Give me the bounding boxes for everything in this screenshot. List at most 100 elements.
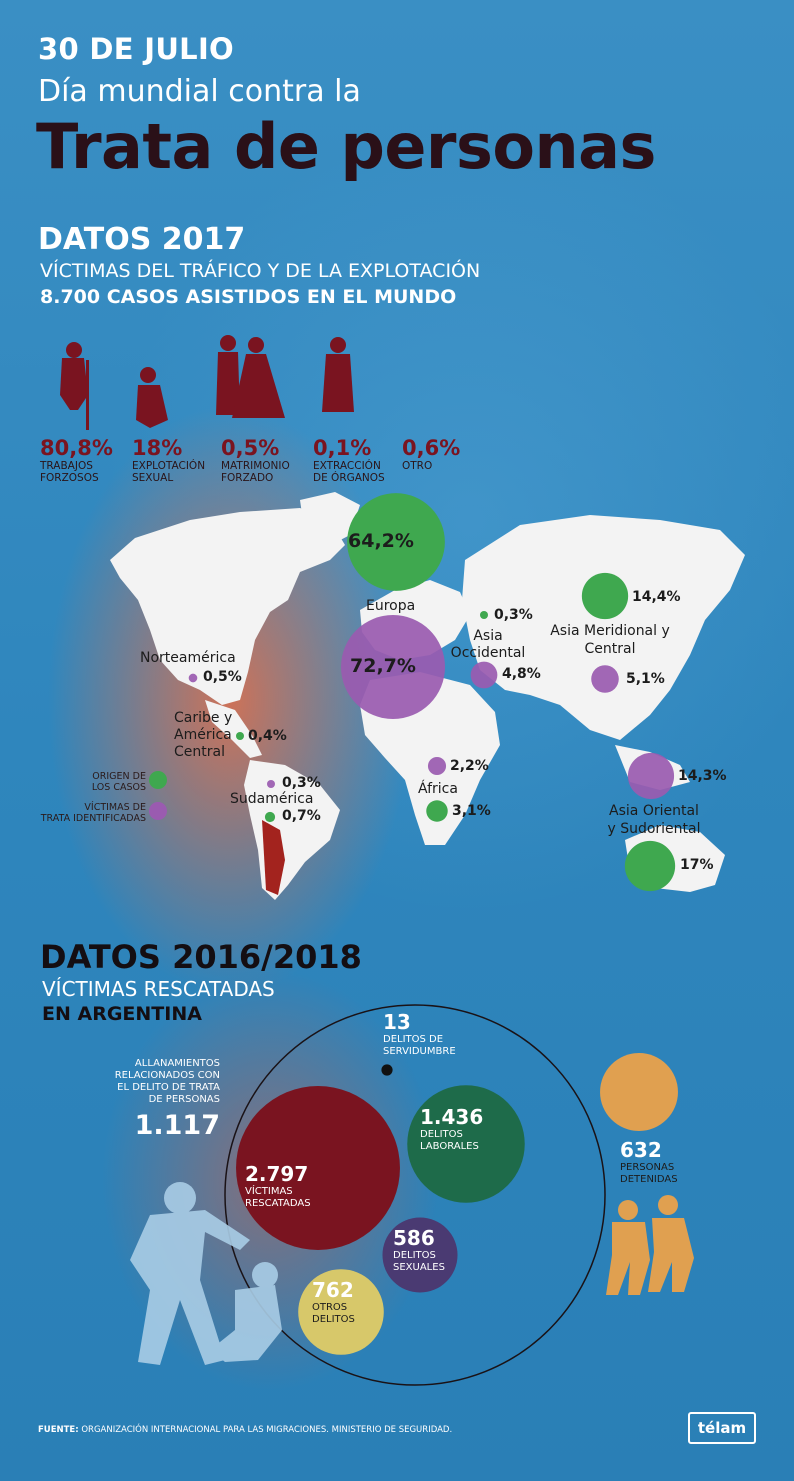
region-label-norteamerica: Norteamérica [140,650,236,666]
circle-label-sexuales: 586 DELITOS SEXUALES [393,1226,445,1274]
circle-label: SEXUALES [393,1262,445,1273]
raids-label: ALLANAMIENTOS [134,1058,220,1069]
circle-label-servidumbre: 13 DELITOS DE SERVIDUMBRE [383,1010,456,1058]
section-2016-2018-subtitle: VÍCTIMAS RESCATADAS [42,977,275,1001]
circle-label-detenidas: 632 PERSONAS DETENIDAS [620,1138,678,1186]
circle-label: LABORALES [420,1141,479,1152]
region-label-sudamerica: Sudamérica [230,791,314,807]
legend-victims-dot [149,802,167,820]
value-label: 64,2% [348,530,414,552]
exploitation-value: 0,6% [402,436,461,460]
exploitation-label: TRABAJOS [40,460,93,472]
value-label: 17% [680,857,714,873]
exploitation-item: 18% EXPLOTACIÓN SEXUAL [132,436,205,484]
circle-value: 762 [312,1278,354,1302]
value-label: 14,4% [632,589,681,605]
circle-label: DELITOS [312,1314,355,1325]
region-label-asia-meridional: Asia Meridional y Central [550,623,670,657]
legend-victims-line2: TRATA IDENTIFICADAS [40,813,146,824]
value-label: 0,4% [248,728,287,744]
value-label: 0,7% [282,808,321,824]
detained-persons-icon [606,1195,694,1295]
region-label-africa: África [418,781,458,797]
exploitation-item: 0,1% EXTRACCIÓN DE ÓRGANOS [313,436,385,484]
circle-label: DETENIDAS [620,1174,678,1185]
circle-label: DELITOS [420,1129,463,1140]
value-label: 4,8% [502,666,541,682]
origin-bubble-asia-oriental-y-sudoriental [624,840,676,892]
victims-bubble-europa [340,614,446,720]
origin-bubble--frica [426,800,448,822]
origin-bubble-asia-meridional-y-central [581,572,629,620]
exploitation-value: 18% [132,436,183,460]
circle-label: DELITOS DE [383,1034,444,1045]
victims-bubble-norteam-rica [188,673,198,683]
circle-label: SERVIDUMBRE [383,1046,456,1057]
region-label-asia-occidental: Asia Occidental [450,628,526,661]
value-label: 0,3% [282,775,321,791]
exploitation-label: FORZADO [221,472,274,484]
circle-label: RESCATADAS [245,1198,311,1209]
legend-victims-line1: VÍCTIMAS DE [84,802,146,813]
raids-label: RELACIONADOS CON [114,1070,220,1081]
organ-extraction-icon [322,337,354,412]
origin-bubble-europa [347,493,445,591]
victims-bubble--frica [427,756,447,776]
exploitation-label: EXTRACCIÓN [313,460,381,472]
origin-bubble-asia-occidental [480,611,488,619]
section-2017-cases: 8.700 CASOS ASISTIDOS EN EL MUNDO [40,286,457,308]
argentina-circle-victimas [236,1086,400,1250]
value-label: 3,1% [452,803,491,819]
source-text: ORGANIZACIÓN INTERNACIONAL PARA LAS MIGR… [81,1425,453,1435]
value-label: 72,7% [350,655,416,677]
value-label: 5,1% [626,671,665,687]
circle-value: 632 [620,1138,662,1162]
rescue-silhouette-icon [130,1182,282,1365]
circle-label-otros: 762 OTROS DELITOS [312,1278,355,1326]
exploitation-item: 0,5% MATRIMONIO FORZADO [221,436,290,484]
legend-origin: ORIGEN DE LOS CASOS [60,771,146,793]
circle-label-victimas: 2.797 VÍCTIMAS RESCATADAS [245,1162,311,1210]
victims-bubble-asia-oriental-y-sudoriental [627,752,675,800]
source-prefix: FUENTE: [38,1425,79,1435]
map-bubbles [188,493,676,892]
section-2016-2018-title: DATOS 2016/2018 [40,938,362,976]
argentina-circle-detenidas [600,1053,678,1131]
raids-label: EL DELITO DE TRATA [117,1082,220,1093]
exploitation-value: 0,1% [313,436,372,460]
victims-bubble-asia-meridional-y-central [591,665,619,693]
exploitation-label: FORZOSOS [40,472,99,484]
exploitation-label: EXPLOTACIÓN [132,460,206,472]
legend-origin-line2: LOS CASOS [91,782,146,793]
header-date: 30 DE JULIO [38,32,234,66]
legend-origin-dot [149,771,167,789]
argentina-circle-sexuales [382,1217,458,1293]
map-greenland [300,492,360,548]
value-label: 0,3% [494,607,533,623]
exploitation-label: MATRIMONIO [221,460,290,472]
argentina-circles [236,1053,678,1355]
section-2016-2018-subtitle2: EN ARGENTINA [42,1003,202,1025]
argentina-circle-laborales [407,1085,525,1203]
exploitation-label: DE ÓRGANOS [313,472,385,484]
source-footer: FUENTE: ORGANIZACIÓN INTERNACIONAL PARA … [38,1425,452,1435]
forced-marriage-icon [216,335,285,418]
map-central-america [205,700,262,758]
exploitation-value: 0,5% [221,436,280,460]
victims-bubble-sudam-rica [267,780,275,788]
header-subtitle: Día mundial contra la [38,74,361,109]
argentina-circle-otros [298,1269,384,1355]
region-label-caribe: Caribe y América Central [174,710,233,760]
circle-label-laborales: 1.436 DELITOS LABORALES [420,1105,483,1153]
raids-value: 1.117 [134,1110,220,1141]
raids-label: DE PERSONAS [148,1094,220,1105]
header-title: Trata de personas [36,110,656,183]
argentina-circle-servidumbre [381,1064,393,1076]
circle-value: 1.436 [420,1105,484,1129]
telam-logo: télam [688,1412,756,1444]
circle-label: PERSONAS [620,1162,675,1173]
exploitation-label: OTRO [402,460,433,472]
victims-bubble-asia-occidental [470,661,498,689]
circle-label: VÍCTIMAS [245,1186,293,1197]
